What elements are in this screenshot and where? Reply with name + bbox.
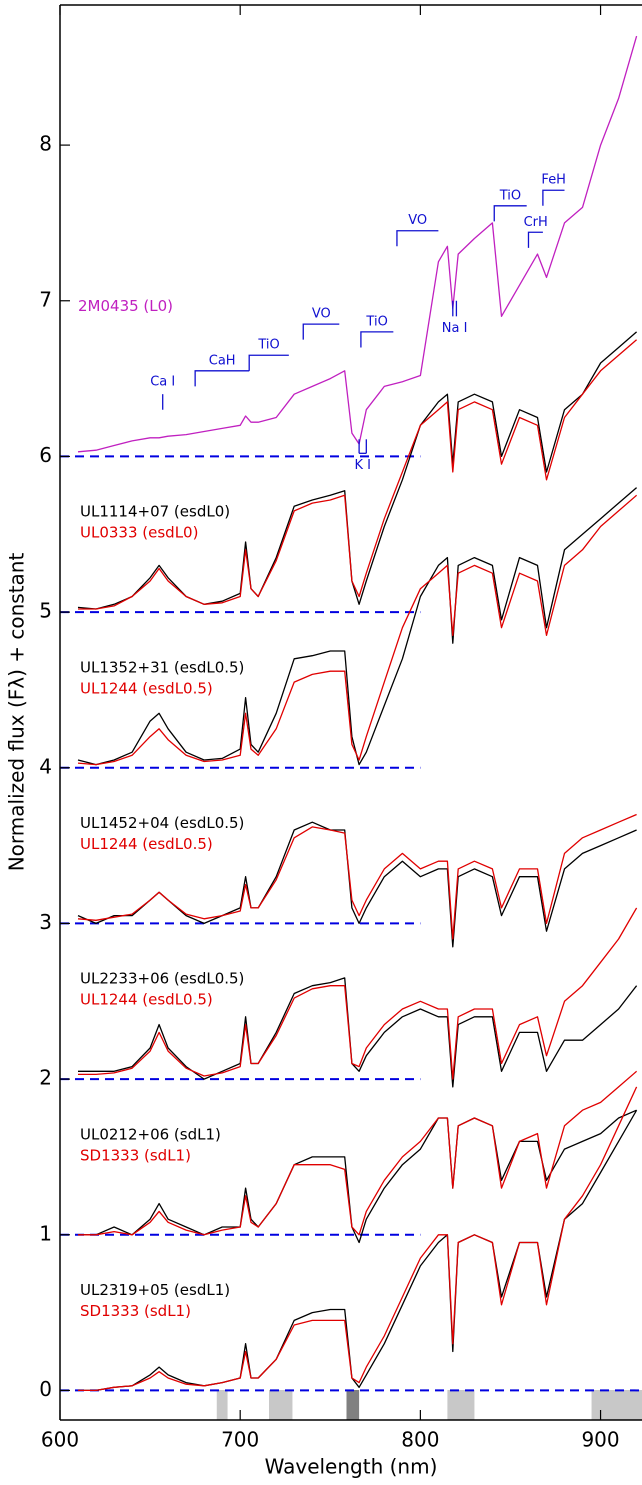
feature-label: VO [408, 213, 427, 228]
series-label: 2M0435 (L0) [78, 297, 173, 315]
x-tick-label: 600 [41, 1428, 79, 1452]
feature-label: TiO [257, 338, 279, 353]
feature-bracket [360, 331, 394, 348]
y-tick-label: 1 [39, 1221, 52, 1245]
spectrum [77, 487, 638, 766]
y-tick-label: 6 [39, 443, 52, 467]
y-tick-label: 7 [39, 287, 52, 311]
telluric-band [346, 1390, 360, 1420]
y-tick-label: 8 [39, 132, 52, 156]
y-axis-label: Normalized flux (Fλ) + constant [5, 553, 29, 872]
feature-label: TiO [365, 314, 387, 329]
series-label: UL0333 (esdL0) [80, 524, 198, 542]
feature-bracket [194, 370, 250, 387]
spectrum [78, 907, 638, 1080]
series-label: UL1244 (esdL0.5) [80, 835, 213, 853]
feature-label: Na I [442, 321, 468, 336]
feature-bracket [527, 231, 543, 248]
feature-bracket [542, 189, 565, 206]
x-axis-label: Wavelength (nm) [265, 1455, 438, 1479]
spectrum [78, 1070, 638, 1236]
feature-label: TiO [499, 188, 521, 203]
series-label: UL1114+07 (esdL0) [80, 503, 230, 521]
x-tick-label: 900 [581, 1428, 619, 1452]
feature-bracket [396, 230, 439, 247]
series-label: SD1333 (sdL1) [80, 1146, 191, 1164]
y-tick-label: 3 [39, 910, 52, 934]
spectrum [77, 494, 638, 766]
series-label: UL1244 (esdL0.5) [80, 991, 213, 1009]
feature-label: CrH [524, 215, 548, 230]
series-label: UL1244 (esdL0.5) [80, 679, 213, 697]
feature-label: FeH [541, 173, 566, 188]
telluric-band [447, 1390, 475, 1420]
feature-label: VO [312, 307, 331, 322]
feature-label: Ca I [150, 375, 175, 390]
spectrum [77, 35, 638, 453]
feature-label: CaH [209, 353, 236, 368]
spectrum [77, 813, 637, 940]
spectrum [78, 1086, 638, 1392]
feature-label: K I [354, 458, 371, 473]
series-label: UL1452+04 (esdL0.5) [80, 814, 244, 832]
spectrum [77, 331, 638, 610]
spectrum [78, 977, 638, 1088]
series-label: SD1333 (sdL1) [80, 1302, 191, 1320]
telluric-band [591, 1390, 642, 1420]
y-tick-label: 0 [39, 1377, 52, 1401]
series-label: UL1352+31 (esdL0.5) [80, 658, 244, 676]
series-label: UL2233+06 (esdL0.5) [80, 970, 244, 988]
telluric-band [216, 1390, 228, 1420]
series-label: UL2319+05 (esdL1) [80, 1281, 230, 1299]
y-tick-label: 5 [39, 599, 52, 623]
x-tick-label: 800 [401, 1428, 439, 1452]
spectrum [78, 339, 638, 610]
x-tick-label: 700 [221, 1428, 259, 1452]
series-label: UL0212+06 (sdL1) [80, 1125, 221, 1143]
feature-bracket [248, 354, 289, 371]
y-tick-label: 4 [39, 754, 52, 778]
spectrum [78, 1109, 637, 1244]
feature-bracket [493, 205, 527, 222]
feature-bracket [302, 323, 340, 340]
y-tick-label: 2 [39, 1066, 52, 1090]
telluric-band [269, 1390, 293, 1420]
